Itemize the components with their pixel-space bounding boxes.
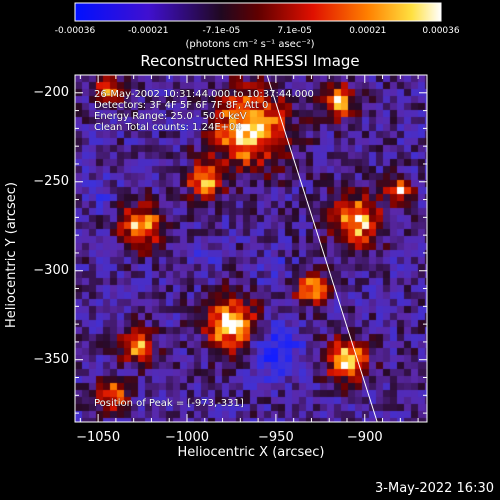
colorbar-tick-label: -0.00036 [54,26,96,36]
colorbar-tick-label: 0.00021 [349,26,387,36]
colorbar-unit-label: (photons cm⁻² s⁻¹ asec⁻²) [185,39,315,50]
info-line-3: Energy Range: 25.0 - 50.0 keV [94,111,247,122]
colorbar [74,2,442,22]
plot-frame [74,74,428,423]
peak-position-label: Position of Peak = [-973,-331] [94,398,244,409]
y-tick-label: −300 [33,262,69,278]
x-axis-label: Heliocentric X (arcsec) [177,445,325,460]
timestamp: 3-May-2022 16:30 [375,481,494,496]
colorbar-tick-label: -7.1e-05 [202,26,241,36]
x-tick-label: −1000 [165,430,209,445]
x-tick-label: −900 [346,430,383,445]
info-line-2: Detectors: 3F 4F 5F 6F 7F 8F, Att 0 [94,100,269,111]
info-line-4: Clean Total counts: 1.24E+04 [94,122,242,133]
y-tick-label: −200 [33,84,69,100]
x-tick-label: −950 [258,430,294,445]
y-tick-label: −250 [33,173,69,189]
colorbar-tick-label: 0.00036 [422,26,460,36]
chart-title: Reconstructed RHESSI Image [140,52,360,70]
colorbar-tick-label: 7.1e-05 [277,26,312,36]
heatmap-image [75,75,427,422]
solar-limb-line [266,74,378,423]
colorbar-tick-label: -0.00021 [127,26,169,36]
x-tick-label: −1050 [76,430,121,445]
colorbar-gradient [74,2,442,22]
y-tick-label: −350 [33,351,69,367]
y-axis-label: Heliocentric Y (arcsec) [4,182,19,328]
info-line-1: 26-May-2002 10:31:44.000 to 10:37:44.000 [94,89,314,100]
